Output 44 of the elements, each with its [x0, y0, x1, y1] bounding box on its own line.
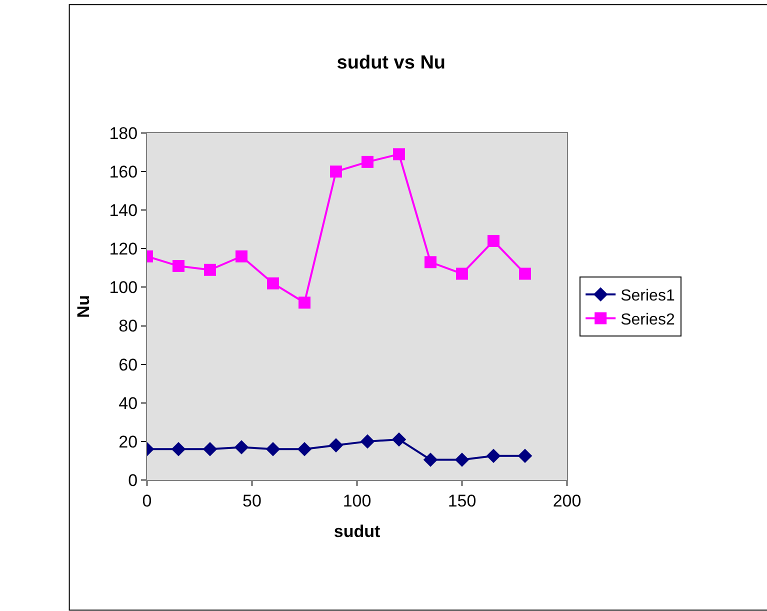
point [330, 166, 342, 178]
x-axis-title: sudut [334, 522, 380, 541]
point [360, 434, 375, 449]
point [393, 148, 405, 160]
y-tick-label: 180 [109, 124, 138, 143]
legend-label: Series2 [620, 311, 675, 328]
x-tick-label: 0 [142, 491, 152, 510]
point [171, 442, 186, 456]
point [486, 448, 501, 464]
point [454, 452, 470, 467]
y-tick-label: 120 [109, 240, 138, 259]
point [297, 442, 312, 456]
point [267, 277, 279, 290]
point [518, 448, 532, 464]
y-tick-label: 160 [109, 162, 138, 182]
x-tick-label: 50 [242, 491, 262, 510]
x-tick-label: 100 [342, 491, 372, 510]
point [266, 442, 280, 456]
y-tick-label: 20 [118, 432, 138, 452]
legend-label: Series1 [620, 288, 675, 305]
point [456, 268, 468, 280]
x-tick-label: 200 [552, 491, 582, 510]
point [392, 432, 406, 447]
point [488, 234, 500, 247]
point [424, 256, 436, 268]
y-tick-label: 140 [109, 201, 138, 220]
y-axis-title: Nu [74, 295, 93, 318]
chart-title: sudut vs Nu [336, 52, 446, 74]
point [328, 438, 344, 452]
x-tick-label: 150 [448, 491, 476, 510]
point [202, 442, 218, 456]
point [204, 264, 216, 276]
y-tick-label: 80 [118, 316, 138, 336]
point [298, 296, 310, 309]
y-tick-label: 0 [128, 470, 138, 490]
point [236, 250, 248, 262]
y-tick-label: 40 [118, 394, 138, 413]
point [362, 156, 374, 168]
y-tick-label: 100 [109, 278, 138, 298]
point [234, 440, 249, 454]
point [423, 452, 438, 467]
point [519, 268, 531, 280]
y-tick-label: 60 [118, 355, 138, 374]
point [172, 260, 184, 272]
